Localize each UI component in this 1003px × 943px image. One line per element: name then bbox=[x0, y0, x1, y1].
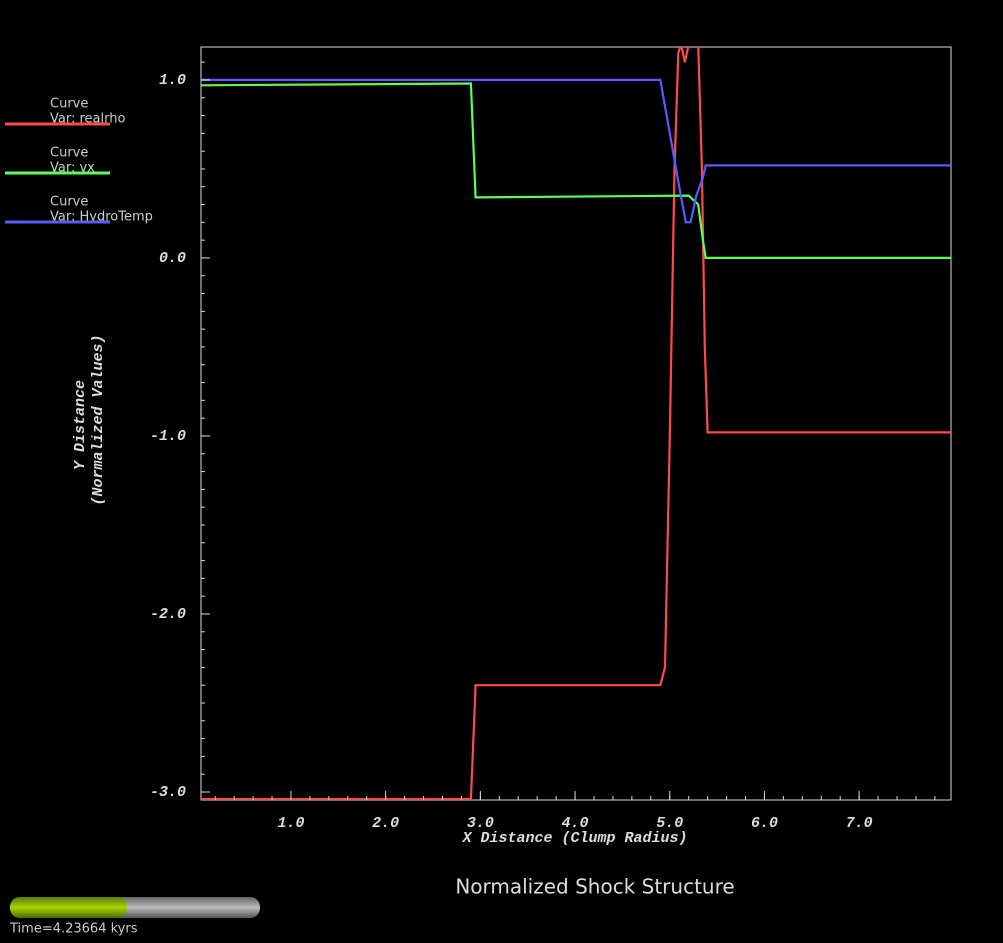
series-line bbox=[201, 47, 951, 800]
x-tick-label: 7.0 bbox=[846, 815, 873, 832]
y-tick-label: -2.0 bbox=[150, 606, 186, 623]
x-tick-label: 5.0 bbox=[656, 815, 683, 832]
x-axis-label: X Distance (Clump Radius) bbox=[461, 830, 687, 847]
x-tick-label: 3.0 bbox=[467, 815, 494, 832]
x-tick-label: 1.0 bbox=[277, 815, 304, 832]
legend-heading: Curve bbox=[50, 97, 88, 112]
y-tick-label: 0.0 bbox=[159, 250, 186, 267]
time-label: Time=4.23664 kyrs bbox=[9, 922, 138, 937]
plot-frame bbox=[200, 46, 952, 801]
y-tick-label: 1.0 bbox=[159, 72, 186, 89]
x-tick-label: 4.0 bbox=[562, 815, 589, 832]
plot-lines bbox=[201, 47, 951, 800]
x-tick-label: 6.0 bbox=[751, 815, 778, 832]
time-slider-fill bbox=[10, 897, 127, 918]
chart-title: Normalized Shock Structure bbox=[455, 875, 734, 899]
legend-heading: Curve bbox=[50, 146, 88, 161]
y-tick-label: -3.0 bbox=[150, 784, 186, 801]
y-axis-label: Y Distance bbox=[72, 380, 89, 470]
legend-heading: Curve bbox=[50, 195, 88, 210]
x-tick-label: 2.0 bbox=[372, 815, 399, 832]
y-axis-label: (Normalized Values) bbox=[90, 334, 107, 505]
series-line bbox=[201, 82, 951, 259]
y-tick-label: -1.0 bbox=[150, 428, 186, 445]
series-line bbox=[201, 78, 951, 224]
